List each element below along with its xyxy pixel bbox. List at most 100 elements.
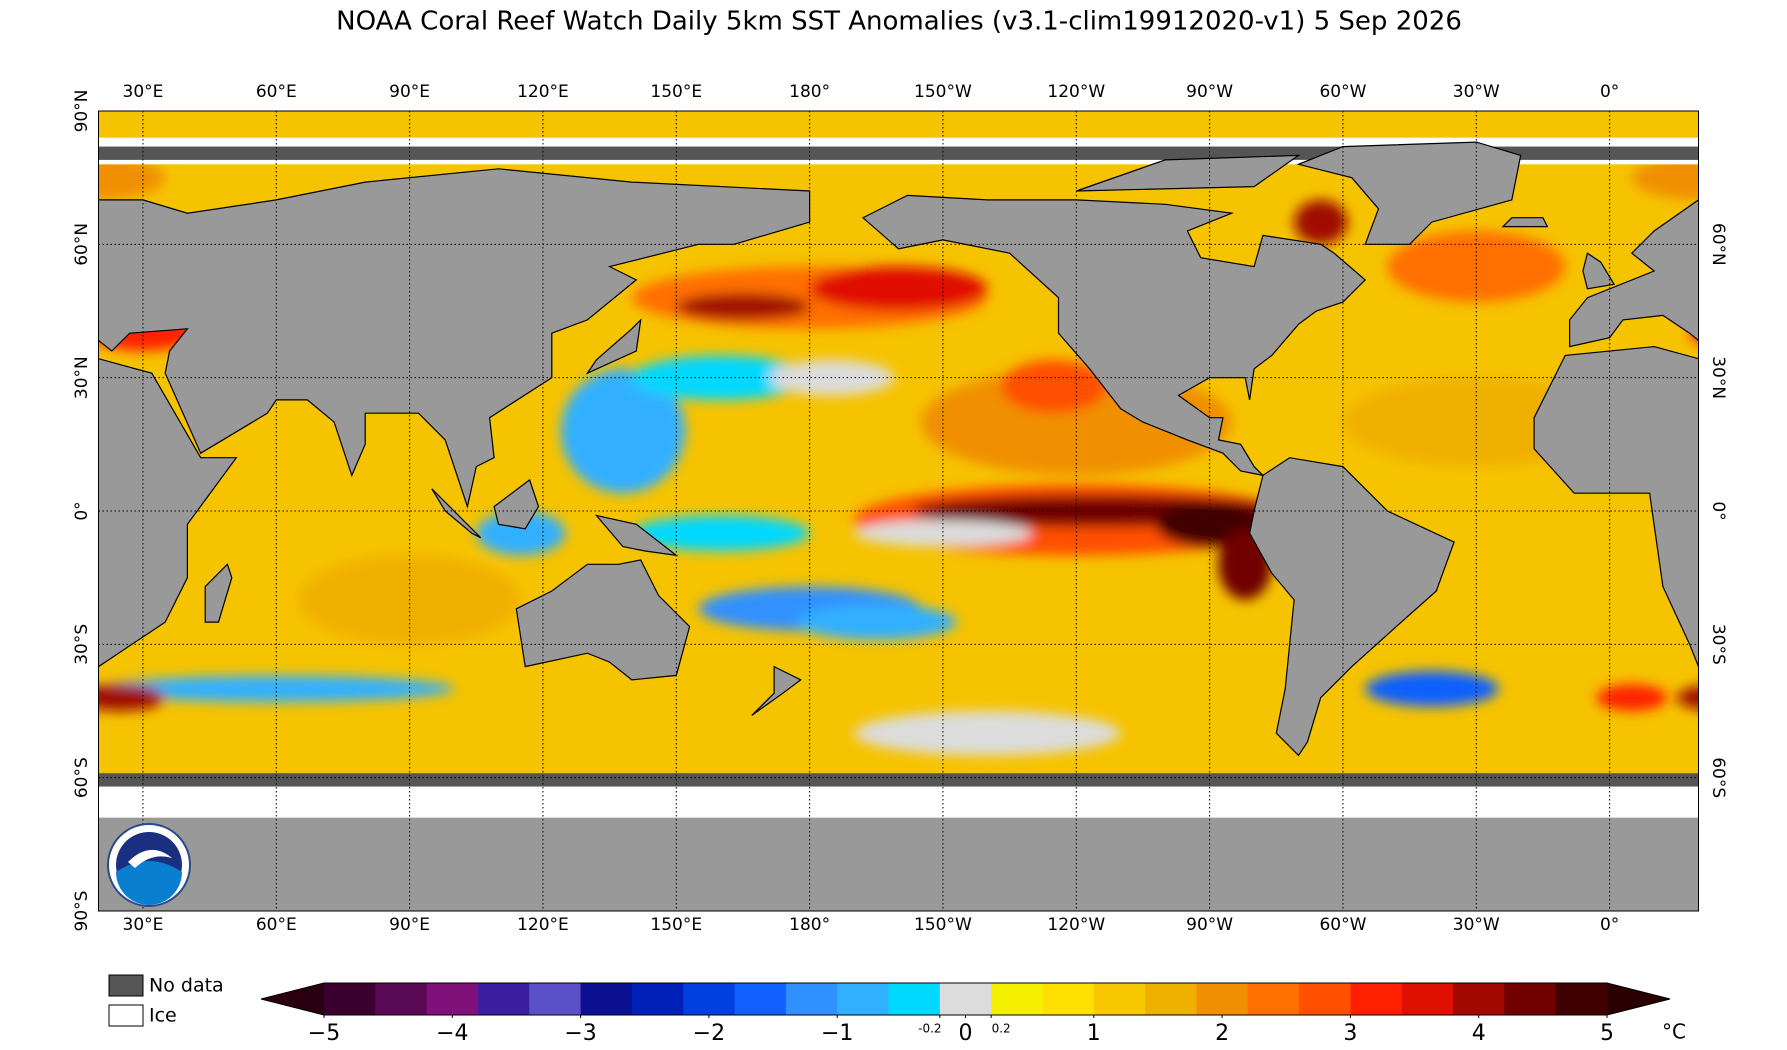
colorbar-tick-label: 3	[1343, 1021, 1357, 1046]
colorbar-segment	[580, 983, 633, 1015]
landmass	[204, 563, 233, 623]
landmass	[1296, 141, 1522, 245]
colorbar-segment	[1555, 983, 1608, 1015]
lon-label-bottom: 60°W	[1319, 915, 1366, 935]
anomaly-patch	[1000, 359, 1108, 414]
colorbar-segment	[1196, 983, 1249, 1015]
colorbar-segment	[888, 983, 941, 1015]
colorbar-segment	[375, 983, 428, 1015]
colorbar-segment	[1504, 983, 1557, 1015]
landmass	[1248, 457, 1455, 757]
anomaly-patch	[1699, 675, 1787, 702]
graticule	[98, 111, 1699, 911]
lon-label-top: 120°E	[517, 82, 569, 102]
anomaly-patch	[0, 684, 67, 711]
landmass	[594, 514, 679, 557]
colorbar-tick-label: −4	[436, 1021, 468, 1046]
lat-label-left: 30°N	[72, 356, 92, 399]
colorbar: −5 −4 −3 −2 −1 -0.2 0 0.2 1 2 3 4 5 °C	[260, 982, 1686, 1046]
colorbar-tick-label: −1	[821, 1021, 853, 1046]
lon-label-top: 60°E	[256, 82, 297, 102]
landmass	[1569, 199, 1699, 348]
lon-label-top: 120°W	[1047, 82, 1105, 102]
lon-label-bottom: 30°E	[123, 915, 164, 935]
land	[98, 137, 1699, 911]
map-frame	[98, 110, 1699, 912]
colorbar-tick-label: −5	[308, 1021, 340, 1046]
anomaly-patch	[98, 675, 455, 703]
lon-label-bottom: 90°W	[1186, 915, 1233, 935]
landmass	[1501, 217, 1549, 228]
colorbar-tick-label: -0.2	[918, 1022, 941, 1036]
anomaly-patch	[854, 519, 1032, 547]
anomaly-patch	[1631, 155, 1699, 200]
landmass	[515, 559, 691, 681]
lon-label-top: 30°E	[123, 82, 164, 102]
colorbar-segment	[1042, 983, 1095, 1015]
lat-label-left: 0°	[72, 501, 92, 520]
legend-label: No data	[149, 975, 224, 997]
colorbar-tick-label: −3	[564, 1021, 596, 1046]
landmass	[98, 358, 238, 668]
colorbar-segment	[1401, 983, 1454, 1015]
colorbar-segment	[529, 983, 582, 1015]
colorbar-tick-label: 1	[1087, 1021, 1101, 1046]
colorbar-unit: °C	[1662, 1020, 1686, 1044]
lon-label-bottom: 90°E	[389, 915, 430, 935]
anomaly-patch	[631, 355, 810, 400]
lat-label-right: 60°S	[1708, 757, 1728, 798]
no-data-arctic	[98, 146, 1699, 160]
colorbar-tick-label: 0.2	[992, 1022, 1011, 1036]
legend-swatch-nodata	[108, 974, 144, 997]
lat-label-right: 60°N	[1708, 223, 1728, 266]
lon-label-top: 30°W	[1453, 82, 1500, 102]
colorbar-segment	[785, 983, 838, 1015]
anomaly-patch	[1365, 671, 1499, 707]
anomaly-patch	[1596, 684, 1668, 712]
lon-label-bottom: 60°E	[256, 915, 297, 935]
lon-label-bottom: 30°W	[1453, 915, 1500, 935]
anomaly-patch	[1676, 686, 1699, 710]
colorbar-segment	[683, 983, 736, 1015]
landmass	[1582, 252, 1616, 290]
lon-label-top: 60°W	[1319, 82, 1366, 102]
lat-label-left: 60°S	[72, 757, 92, 798]
anomaly-patch	[1689, 323, 1699, 344]
colorbar-segment	[1453, 983, 1505, 1015]
colorbar-segment	[1350, 983, 1403, 1015]
anomaly-patch	[676, 293, 810, 320]
colorbar-segment	[1299, 983, 1351, 1015]
lon-label-top: 0°	[1600, 82, 1619, 102]
colorbar-segment	[939, 983, 992, 1015]
landmass	[1076, 154, 1301, 192]
lon-label-bottom: 0°	[1600, 915, 1619, 935]
landmass	[493, 478, 540, 530]
colorbar-segment	[477, 983, 530, 1015]
landmass	[98, 168, 811, 509]
landmass	[585, 318, 642, 375]
antarctica	[98, 817, 1699, 911]
colorbar-tick-label: −2	[693, 1021, 725, 1046]
colorbar-segment	[837, 983, 890, 1015]
anomaly-patch	[98, 155, 166, 200]
anomaly-patch	[560, 368, 686, 494]
lon-label-bottom: 150°E	[650, 915, 702, 935]
noaa-logo	[107, 823, 191, 907]
lon-label-top: 150°E	[650, 82, 702, 102]
colorbar-segment	[734, 983, 787, 1015]
anomaly-patch	[1387, 230, 1566, 303]
colorbar-segment	[426, 983, 479, 1015]
anomaly-patch	[854, 711, 1121, 756]
colorbar-segment	[991, 983, 1043, 1015]
colorbar-tick-label: 4	[1472, 1021, 1486, 1046]
lon-label-bottom: 120°W	[1047, 915, 1105, 935]
landmass	[751, 665, 802, 716]
no-data-south	[98, 773, 1699, 787]
colorbar-segment	[631, 983, 684, 1015]
colorbar-segment	[324, 983, 376, 1015]
colorbar-tick-label: 5	[1600, 1021, 1614, 1046]
legend-label: Ice	[149, 1005, 177, 1027]
title: NOAA Coral Reef Watch Daily 5km SST Anom…	[336, 7, 1462, 37]
legend: No data Ice	[108, 974, 224, 1027]
